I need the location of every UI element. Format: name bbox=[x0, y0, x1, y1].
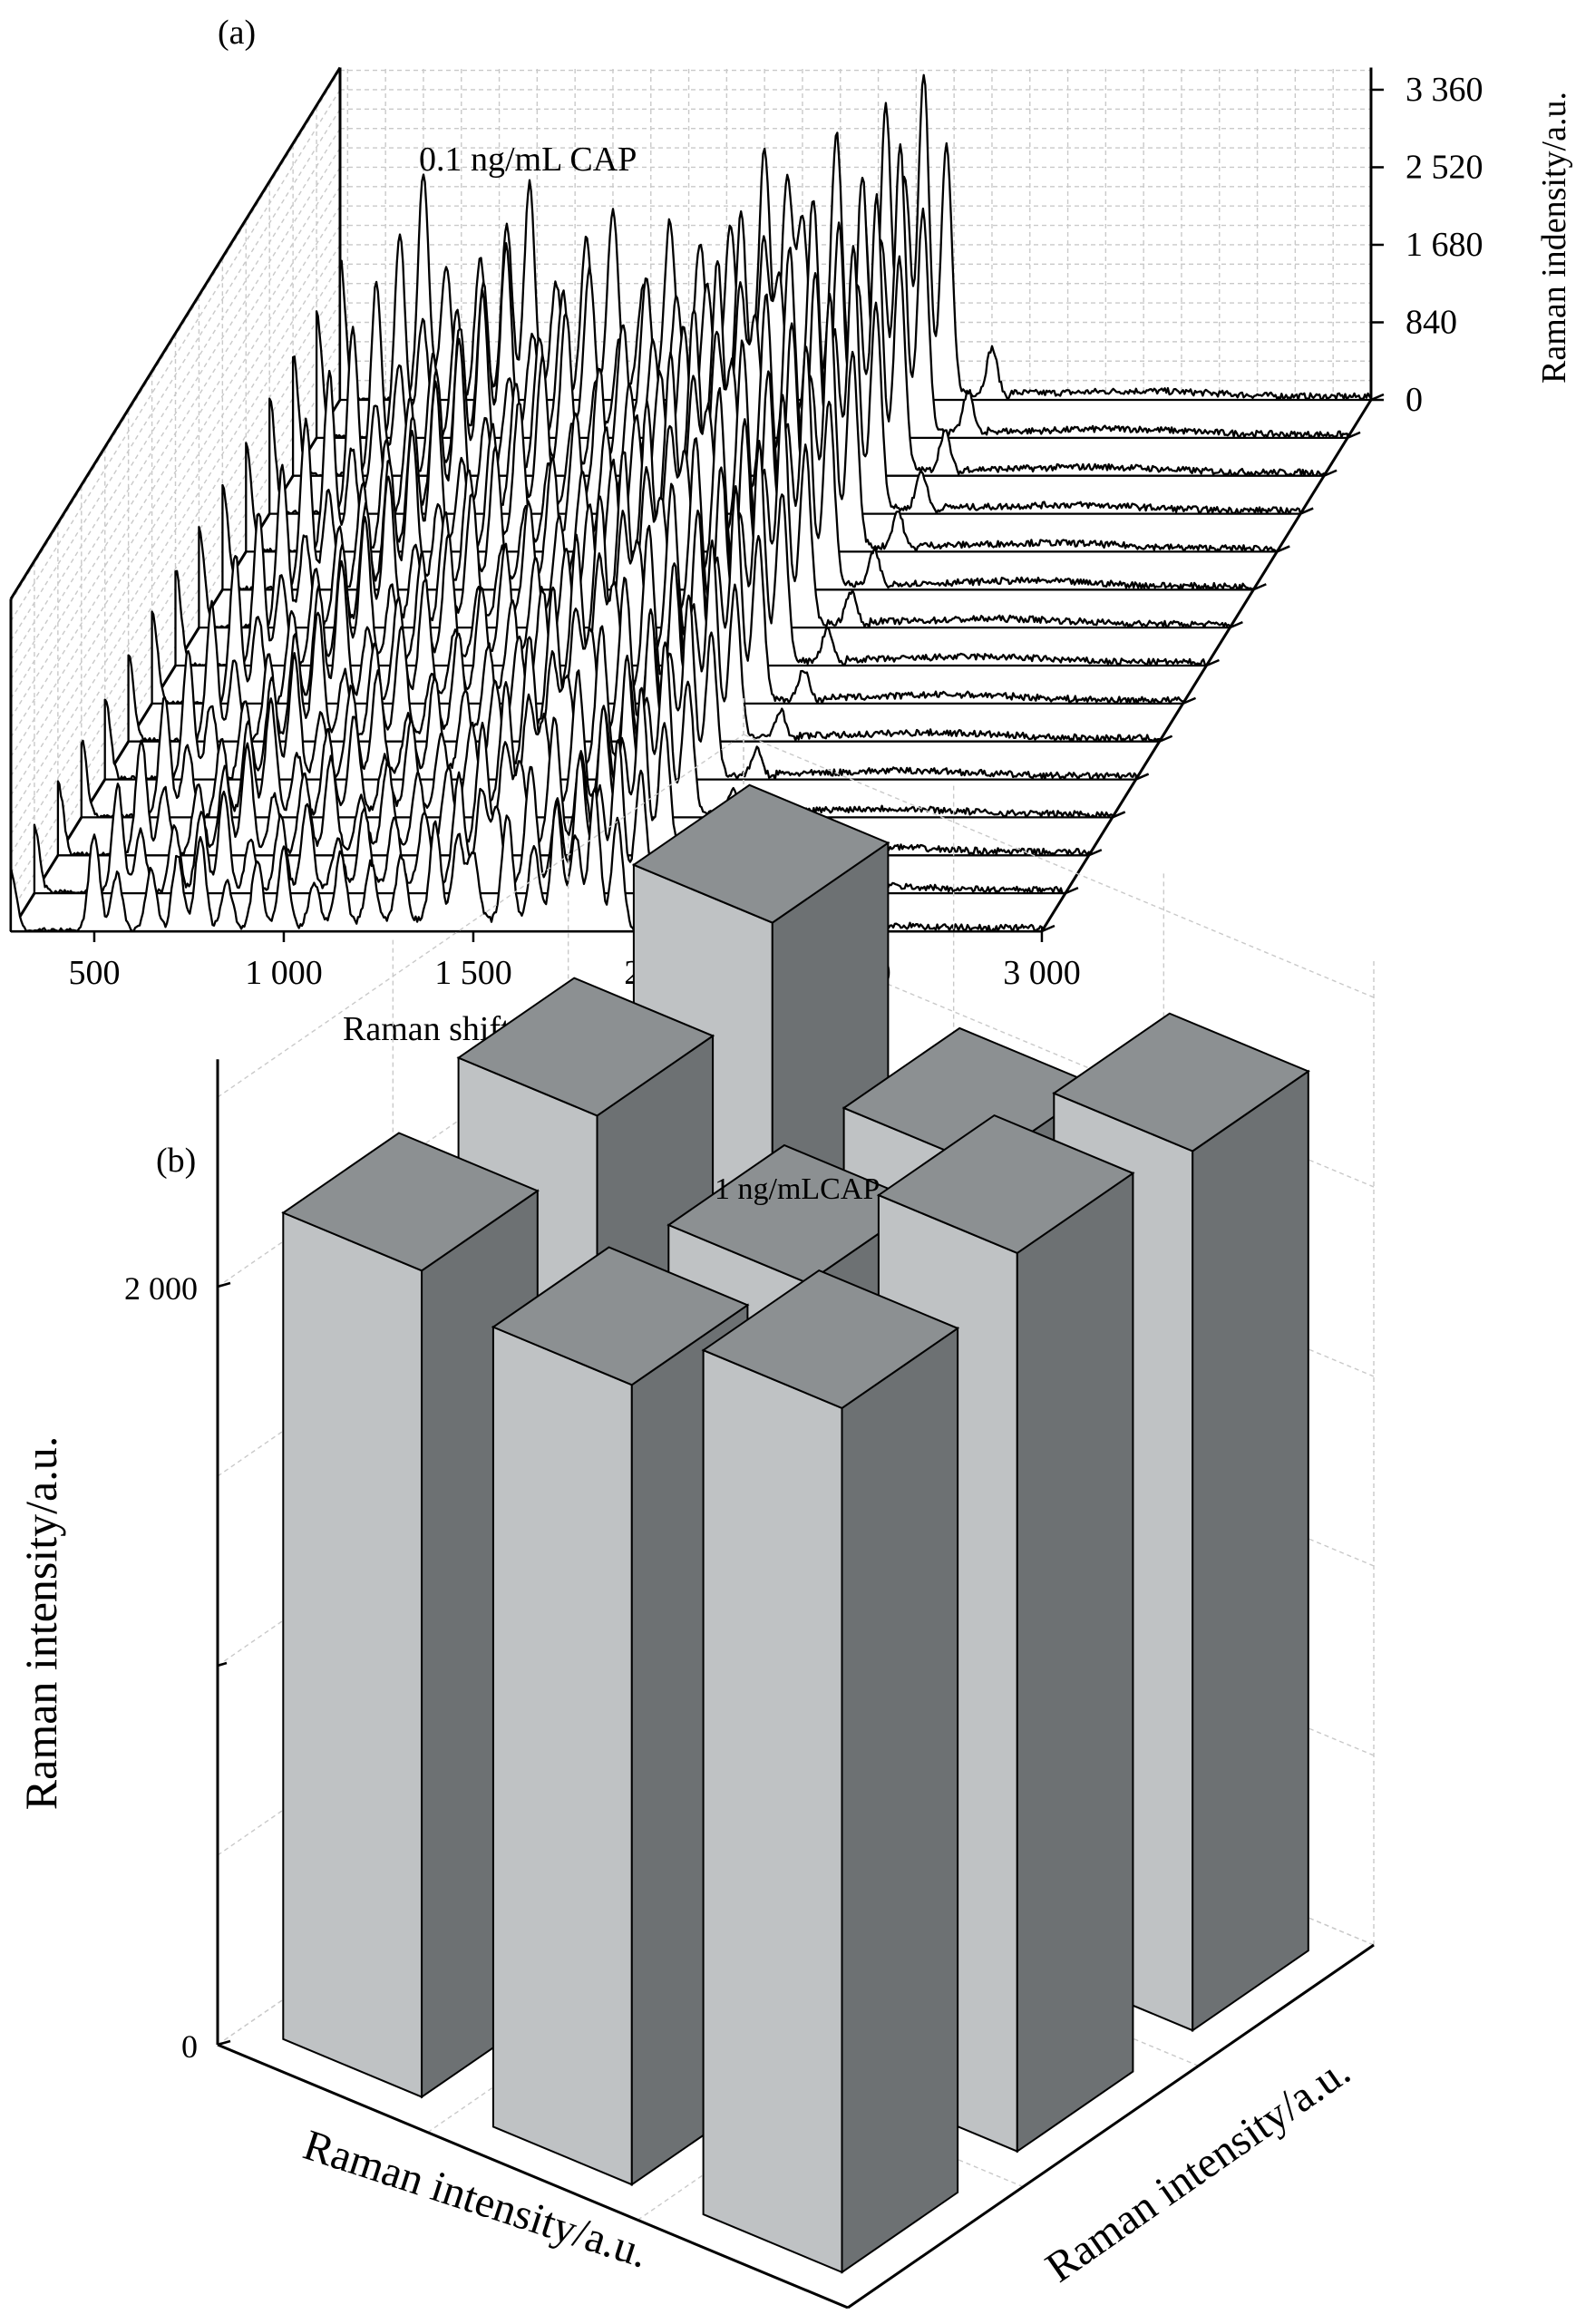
panel-b-label: (b) bbox=[156, 1142, 196, 1180]
panel-a-z-tick-label: 0 bbox=[1406, 381, 1423, 419]
panel-a-depth-tick bbox=[1276, 545, 1290, 553]
panel-b-z-minor-tick bbox=[217, 1661, 228, 1668]
panel-a-side-grid-line bbox=[10, 302, 341, 835]
panel-a-depth-tick bbox=[1182, 696, 1197, 705]
panel-a-z-tick-label: 3 360 bbox=[1406, 71, 1484, 109]
panel-a-z-tick-label: 1 680 bbox=[1406, 226, 1484, 264]
panel-b-axes-frame bbox=[216, 1059, 1375, 2309]
panel-b-bar-top-face bbox=[281, 1132, 540, 1272]
panel-b-z-tick-label: 0 bbox=[181, 2028, 198, 2065]
panel-a-depth-tick bbox=[1159, 734, 1173, 743]
panel-a-depth-tick bbox=[1112, 811, 1126, 819]
panel-b-bar-0-0 bbox=[701, 1269, 960, 2274]
panel-a-depth-tick bbox=[1229, 620, 1243, 629]
panel-b-z-tick bbox=[217, 2039, 231, 2047]
panel-b-bar-top-face bbox=[456, 977, 715, 1117]
panel-a-annotation: 0.1 ng/mL CAP bbox=[419, 141, 637, 179]
panel-b-bar-front-face bbox=[702, 1348, 843, 2274]
panel-a-label: (a) bbox=[218, 14, 256, 52]
panel-a-z-axis-label: Raman indensity/a.u. bbox=[1535, 92, 1573, 384]
panel-a-x-tick-label: 1 500 bbox=[434, 954, 512, 992]
panel-a-side-grid-line bbox=[10, 205, 341, 738]
panel-b-z-tick bbox=[217, 1281, 231, 1288]
panel-a-side-top-edge bbox=[9, 66, 342, 600]
panel-b-bar-front-face bbox=[282, 1211, 423, 2099]
panel-b-z-tick-labels: 0 2 000 bbox=[124, 1270, 198, 2065]
panel-b-bar-side-face bbox=[1016, 1171, 1134, 2154]
panel-b-wall-grid-hline bbox=[217, 734, 744, 1098]
panel-a-depth-tick bbox=[1041, 924, 1056, 933]
panel-b-z-tick-label: 2 000 bbox=[124, 1270, 198, 1307]
panel-a-depth-tick bbox=[1205, 658, 1220, 667]
panel-b-bar-top-face bbox=[631, 783, 890, 924]
panel-b-bar-chart-3d: 0 2 000 (b) 1 ng/mLCAP Raman intensity/a.… bbox=[15, 696, 1375, 2309]
panel-b-bar-top-face bbox=[701, 1269, 960, 1410]
panel-a-depth-tick bbox=[1299, 507, 1314, 515]
panel-a-side-grid-line bbox=[10, 147, 341, 680]
panel-a-z-tick-labels: 0 840 1 680 2 520 3 360 bbox=[1406, 71, 1484, 419]
panel-b-bar-side-face bbox=[841, 1326, 959, 2274]
panel-b-bar-side-face bbox=[1192, 1069, 1309, 2033]
panel-b-bar-top-face bbox=[1052, 1012, 1310, 1152]
panel-a-depth-tick bbox=[1252, 583, 1267, 591]
panel-a-z-tick-label: 840 bbox=[1406, 303, 1457, 341]
panel-b-x-axis-line bbox=[217, 2043, 849, 2309]
panel-a-x-tick-label: 500 bbox=[68, 954, 120, 992]
panel-a-side-grid-line bbox=[10, 108, 341, 641]
panel-a-side-grid-line bbox=[10, 263, 341, 796]
panel-a-z-tick-label: 2 520 bbox=[1406, 148, 1484, 186]
panel-a-depth-tick bbox=[1347, 431, 1361, 440]
panel-b-z-axis-label: Raman intensity/a.u. bbox=[15, 1436, 66, 1810]
panel-a-spectra bbox=[9, 73, 1373, 933]
panel-b-bar-top-face bbox=[876, 1113, 1135, 1255]
panel-a-x-tick-label: 3 000 bbox=[1003, 954, 1081, 992]
panel-a-depth-tick bbox=[1323, 469, 1338, 477]
panel-b-bar-front-face bbox=[491, 1325, 633, 2186]
panel-b-bars bbox=[281, 783, 1310, 2274]
panel-a-depth-tick bbox=[1135, 773, 1150, 781]
panel-b-y-axis-line bbox=[847, 1943, 1375, 2309]
panel-a-x-tick-label: 1 000 bbox=[245, 954, 323, 992]
panel-b-annotation: 1 ng/mLCAP bbox=[715, 1172, 880, 1206]
panel-a-depth-tick bbox=[1065, 886, 1079, 895]
panel-b-bar-top-face bbox=[491, 1246, 750, 1386]
panel-a-depth-tick bbox=[1088, 849, 1103, 857]
